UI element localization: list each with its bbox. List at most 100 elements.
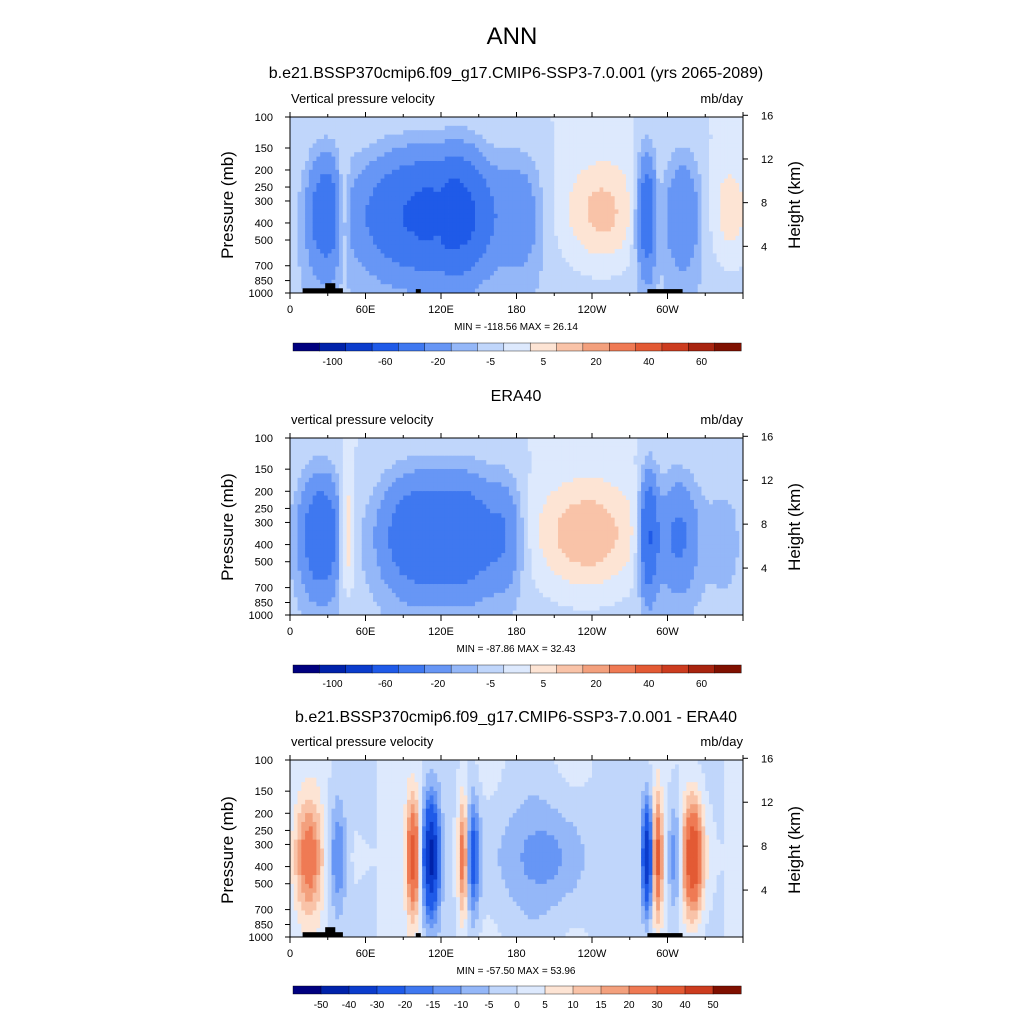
heatmap-cell — [603, 205, 608, 210]
heatmap-cell — [320, 218, 325, 223]
heatmap-cell — [588, 139, 593, 144]
heatmap-cell — [539, 209, 544, 215]
heatmap-cell — [701, 231, 706, 237]
heatmap-cell — [456, 227, 461, 232]
heatmap-cell — [610, 266, 616, 272]
heatmap-cell — [290, 266, 295, 272]
heatmap-cell — [452, 222, 457, 228]
heatmap-cell — [724, 161, 729, 166]
heatmap-cell — [422, 187, 427, 193]
heatmap-cell — [403, 266, 408, 272]
heatmap-cell — [357, 130, 363, 135]
heatmap-cell — [550, 288, 555, 294]
heatmap-cell — [471, 253, 476, 259]
heatmap-cell — [327, 231, 332, 237]
heatmap-cell — [407, 222, 412, 228]
heatmap-cell — [693, 187, 699, 193]
heatmap-cell — [444, 143, 449, 149]
heatmap-cell — [535, 231, 540, 237]
heatmap-cell — [724, 249, 729, 254]
heatmap-cell — [739, 222, 744, 228]
heatmap-cell — [588, 147, 593, 153]
heatmap-cell — [659, 253, 665, 259]
heatmap-cell — [395, 262, 400, 267]
heatmap-cell — [301, 262, 306, 267]
heatmap-cell — [467, 227, 472, 232]
heatmap-cell — [641, 178, 646, 184]
heatmap-cell — [486, 187, 491, 193]
heatmap-cell — [709, 279, 714, 285]
heatmap-cell — [486, 130, 491, 135]
heatmap-cell — [716, 143, 721, 149]
heatmap-cell — [727, 178, 733, 184]
heatmap-cell — [535, 266, 540, 272]
heatmap-cell — [633, 279, 638, 285]
heatmap-cell — [659, 284, 665, 289]
heatmap-cell — [395, 213, 400, 219]
heatmap-cell — [441, 165, 446, 171]
heatmap-cell — [576, 147, 582, 153]
heatmap-cell — [403, 147, 408, 153]
heatmap-cell — [437, 191, 442, 197]
heatmap-cell — [391, 266, 397, 272]
heatmap-cell — [682, 213, 687, 219]
heatmap-cell — [629, 244, 634, 250]
heatmap-cell — [550, 139, 555, 144]
heatmap-cell — [316, 183, 321, 188]
heatmap-cell — [531, 271, 536, 276]
heatmap-cell — [350, 174, 355, 179]
heatmap-cell — [357, 257, 363, 263]
heatmap-cell — [391, 284, 397, 289]
heatmap-cell — [595, 262, 600, 267]
heatmap-cell — [565, 209, 570, 215]
heatmap-cell — [573, 156, 578, 162]
heatmap-cell — [637, 143, 642, 149]
heatmap-cell — [663, 130, 668, 135]
heatmap-cell — [539, 249, 544, 254]
heatmap-cell — [576, 249, 582, 254]
heatmap-cell — [561, 209, 566, 215]
heatmap-cell — [614, 187, 619, 193]
heatmap-cell — [735, 178, 740, 184]
heatmap-cell — [380, 156, 385, 162]
heatmap-cell — [474, 262, 480, 267]
heatmap-cell — [467, 143, 472, 149]
heatmap-cell — [490, 266, 495, 272]
heatmap-cell — [520, 227, 525, 232]
heatmap-cell — [354, 257, 359, 263]
heatmap-cell — [403, 271, 408, 276]
heatmap-cell — [622, 125, 627, 131]
heatmap-cell — [354, 196, 359, 201]
heatmap-cell — [607, 187, 612, 193]
heatmap-cell — [339, 271, 344, 276]
heatmap-cell — [592, 143, 597, 149]
heatmap-cell — [501, 257, 506, 263]
heatmap-cell — [656, 231, 661, 237]
heatmap-cell — [709, 257, 714, 263]
heatmap-cell — [622, 231, 627, 237]
heatmap-cell — [659, 125, 665, 131]
panel-1-units-label: mb/day — [700, 91, 743, 106]
colorbar-swatch — [635, 342, 663, 352]
heatmap-cell — [369, 130, 374, 135]
heatmap-cell — [399, 222, 404, 228]
heatmap-cell — [701, 200, 706, 206]
heatmap-cell — [588, 218, 593, 223]
heatmap-cell — [474, 235, 480, 241]
heatmap-cell — [656, 134, 661, 140]
heatmap-cell — [293, 249, 298, 254]
panel-2-variable-label: vertical pressure velocity — [291, 412, 434, 427]
heatmap-cell — [456, 266, 461, 272]
heatmap-cell — [678, 196, 683, 201]
heatmap-cell — [697, 200, 702, 206]
heatmap-cell — [444, 183, 449, 188]
heatmap-cell — [399, 288, 404, 294]
heatmap-cell — [731, 284, 736, 289]
heatmap-cell — [478, 205, 483, 210]
heatmap-cell — [535, 209, 540, 215]
heatmap-cell — [350, 152, 355, 157]
heatmap-cell — [339, 156, 344, 162]
heatmap-cell — [588, 209, 593, 215]
heatmap-cell — [357, 275, 363, 281]
heatmap-cell — [558, 227, 563, 232]
